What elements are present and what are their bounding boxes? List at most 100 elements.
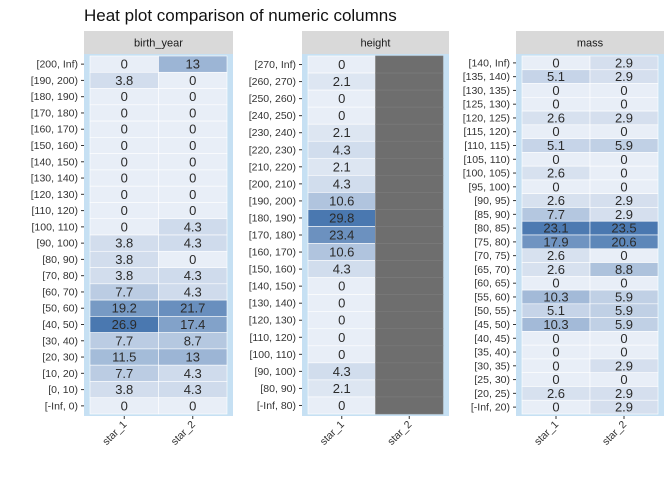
cell-value-birth_year-star_1-row13: 3.8 [115, 268, 133, 283]
y-tick-label-height: [130, 140) [249, 298, 296, 310]
y-tick-label-height: [150, 160) [249, 264, 296, 276]
heat-cell-height-star_2-row15 [375, 311, 444, 330]
y-tick-label-mass: [125, 130) [463, 99, 510, 111]
y-tick-label-birth_year: [170, 180) [31, 107, 78, 119]
y-tick-label-height: [260, 270) [249, 76, 296, 88]
facet-label-mass: mass [577, 38, 604, 50]
cell-value-mass-star_1-row6: 5.1 [547, 138, 565, 153]
facet-label-height: height [361, 38, 391, 50]
cell-value-mass-star_2-row14: 0 [620, 248, 627, 263]
cell-value-height-star_1-row6: 2.1 [333, 159, 351, 174]
cell-value-mass-star_2-row8: 0 [620, 166, 627, 181]
y-tick-label-mass: [120, 125) [463, 112, 510, 124]
y-tick-label-height: [160, 170) [249, 247, 296, 259]
cell-value-birth_year-star_2-row12: 0 [189, 252, 196, 267]
cell-value-mass-star_2-row2: 0 [620, 83, 627, 98]
cell-value-birth_year-star_2-row0: 13 [186, 57, 200, 72]
y-tick-label-birth_year: [-Inf, 0) [45, 400, 78, 412]
cell-value-birth_year-star_1-row9: 0 [121, 203, 128, 218]
chart-title: Heat plot comparison of numeric columns [84, 6, 397, 25]
y-tick-label-height: [220, 230) [249, 144, 296, 156]
heat-cell-height-star_2-row16 [375, 328, 444, 347]
cell-value-mass-star_1-row3: 0 [552, 97, 559, 112]
y-tick-label-birth_year: [150, 160) [31, 140, 78, 152]
cell-value-birth_year-star_2-row7: 0 [189, 171, 196, 186]
y-tick-label-mass: [105, 110) [463, 154, 510, 166]
y-tick-label-birth_year: [140, 150) [31, 156, 78, 168]
y-tick-label-birth_year: [70, 80) [42, 270, 78, 282]
cell-value-mass-star_1-row19: 10.3 [543, 317, 568, 332]
cell-value-birth_year-star_2-row6: 0 [189, 154, 196, 169]
y-tick-label-birth_year: [180, 190) [31, 91, 78, 103]
y-tick-label-birth_year: [110, 120) [31, 205, 78, 217]
y-tick-label-birth_year: [200, Inf) [37, 59, 78, 71]
y-tick-label-birth_year: [50, 60) [42, 303, 78, 315]
y-tick-label-mass: [70, 75) [474, 250, 510, 262]
cell-value-birth_year-star_2-row3: 0 [189, 105, 196, 120]
x-tick-label-star_2: star_2 [169, 419, 198, 448]
y-tick-label-height: [190, 200) [249, 195, 296, 207]
y-tick-label-birth_year: [60, 70) [42, 286, 78, 298]
y-tick-label-mass: [45, 50) [474, 319, 510, 331]
y-tick-label-mass: [115, 120) [463, 126, 510, 138]
y-tick-label-height: [240, 250) [249, 110, 296, 122]
heat-cell-height-star_2-row7 [375, 175, 444, 193]
cell-value-birth_year-star_1-row8: 0 [121, 187, 128, 202]
y-tick-label-mass: [95, 100) [469, 181, 510, 193]
cell-value-mass-star_1-row17: 10.3 [543, 289, 568, 304]
y-tick-label-birth_year: [160, 170) [31, 124, 78, 136]
cell-value-mass-star_2-row21: 0 [620, 345, 627, 360]
x-tick-label-star_1: star_1 [532, 419, 561, 448]
cell-value-height-star_1-row0: 0 [338, 57, 345, 72]
heat-cell-height-star_2-row1 [375, 72, 444, 91]
cell-value-mass-star_1-row20: 0 [552, 331, 559, 346]
y-tick-label-height: [90, 100) [255, 366, 296, 378]
heat-cell-height-star_2-row19 [375, 379, 444, 398]
y-tick-label-height: [210, 220) [249, 161, 296, 173]
cell-value-birth_year-star_2-row2: 0 [189, 89, 196, 104]
heat-cell-height-star_2-row6 [375, 157, 444, 176]
cell-value-mass-star_2-row25: 2.9 [615, 400, 633, 415]
cell-value-height-star_1-row18: 4.3 [333, 364, 351, 379]
y-tick-label-mass: [25, 30) [474, 374, 510, 386]
cell-value-height-star_1-row19: 2.1 [333, 381, 351, 396]
cell-value-mass-star_2-row22: 2.9 [615, 358, 633, 373]
y-tick-label-mass: [140, Inf) [469, 57, 510, 69]
cell-value-mass-star_1-row24: 2.6 [547, 386, 565, 401]
y-tick-label-mass: [65, 70) [474, 264, 510, 276]
y-tick-label-mass: [20, 25) [474, 388, 510, 400]
cell-value-height-star_1-row8: 10.6 [329, 193, 354, 208]
heat-cell-mass-star_2-row25 [589, 399, 659, 415]
y-tick-label-mass: [130, 135) [463, 85, 510, 97]
cell-value-height-star_1-row3: 0 [338, 108, 345, 123]
cell-value-height-star_1-row13: 0 [338, 279, 345, 294]
cell-value-birth_year-star_2-row14: 4.3 [184, 284, 202, 299]
y-tick-label-birth_year: [0, 10) [48, 384, 78, 396]
y-tick-label-height: [230, 240) [249, 127, 296, 139]
heat-cell-height-star_2-row9 [375, 209, 444, 227]
y-tick-label-birth_year: [130, 140) [31, 173, 78, 185]
cell-value-birth_year-star_2-row9: 0 [189, 203, 196, 218]
heat-cell-height-star_2-row5 [375, 140, 444, 159]
cell-value-birth_year-star_1-row20: 3.8 [115, 382, 133, 397]
cell-value-birth_year-star_2-row13: 4.3 [184, 268, 202, 283]
heat-cell-height-star_2-row14 [375, 294, 444, 313]
heat-cell-height-star_2-row10 [375, 226, 444, 244]
facet-strip-birth_year [84, 31, 233, 54]
cell-value-birth_year-star_1-row15: 19.2 [112, 301, 137, 316]
y-tick-label-mass: [85, 90) [474, 209, 510, 221]
heat-cell-birth_year-star_2-row21 [158, 397, 228, 415]
cell-value-mass-star_1-row21: 0 [552, 345, 559, 360]
y-tick-label-height: [120, 130) [249, 315, 296, 327]
cell-value-mass-star_2-row13: 20.6 [611, 234, 636, 249]
cell-value-mass-star_1-row16: 0 [552, 276, 559, 291]
cell-value-mass-star_1-row23: 0 [552, 372, 559, 387]
cell-value-birth_year-star_2-row16: 17.4 [180, 317, 205, 332]
y-tick-label-mass: [50, 55) [474, 305, 510, 317]
cell-value-mass-star_2-row16: 0 [620, 276, 627, 291]
cell-value-mass-star_2-row4: 2.9 [615, 110, 633, 125]
cell-value-mass-star_2-row18: 5.9 [615, 303, 633, 318]
y-tick-label-height: [100, 110) [249, 349, 296, 361]
cell-value-height-star_1-row14: 0 [338, 296, 345, 311]
